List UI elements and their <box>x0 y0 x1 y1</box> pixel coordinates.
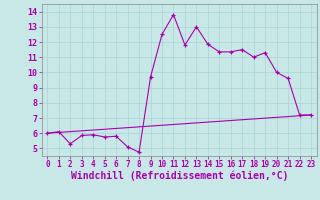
X-axis label: Windchill (Refroidissement éolien,°C): Windchill (Refroidissement éolien,°C) <box>70 171 288 181</box>
